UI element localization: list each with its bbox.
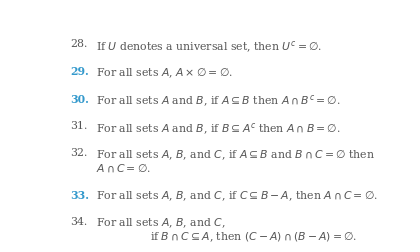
- Text: 28.: 28.: [71, 39, 88, 49]
- Text: For all sets $A$, $B$, and $C$,: For all sets $A$, $B$, and $C$,: [97, 216, 226, 229]
- Text: $A \cap C = \emptyset$.: $A \cap C = \emptyset$.: [97, 162, 152, 173]
- Text: if $B \cap C \subseteq A$, then $(C - A) \cap (B - A) = \emptyset$.: if $B \cap C \subseteq A$, then $(C - A)…: [150, 230, 357, 243]
- Text: 34.: 34.: [71, 216, 88, 226]
- Text: For all sets $A$ and $B$, if $A \subseteq B$ then $A \cap B^c = \emptyset$.: For all sets $A$ and $B$, if $A \subsete…: [97, 93, 341, 109]
- Text: 32.: 32.: [71, 148, 88, 158]
- Text: For all sets $A$, $A \times \emptyset = \emptyset$.: For all sets $A$, $A \times \emptyset = …: [97, 66, 234, 80]
- Text: 33.: 33.: [71, 189, 89, 200]
- Text: For all sets $A$ and $B$, if $B \subseteq A^c$ then $A \cap B = \emptyset$.: For all sets $A$ and $B$, if $B \subsete…: [97, 120, 341, 136]
- Text: 30.: 30.: [71, 93, 89, 104]
- Text: For all sets $A$, $B$, and $C$, if $A \subseteq B$ and $B \cap C = \emptyset$ th: For all sets $A$, $B$, and $C$, if $A \s…: [97, 148, 375, 161]
- Text: 31.: 31.: [71, 120, 88, 131]
- Text: For all sets $A$, $B$, and $C$, if $C \subseteq B - A$, then $A \cap C = \emptys: For all sets $A$, $B$, and $C$, if $C \s…: [97, 189, 378, 202]
- Text: If $U$ denotes a universal set, then $U^c = \emptyset$.: If $U$ denotes a universal set, then $U^…: [97, 39, 323, 54]
- Text: 29.: 29.: [71, 66, 89, 77]
